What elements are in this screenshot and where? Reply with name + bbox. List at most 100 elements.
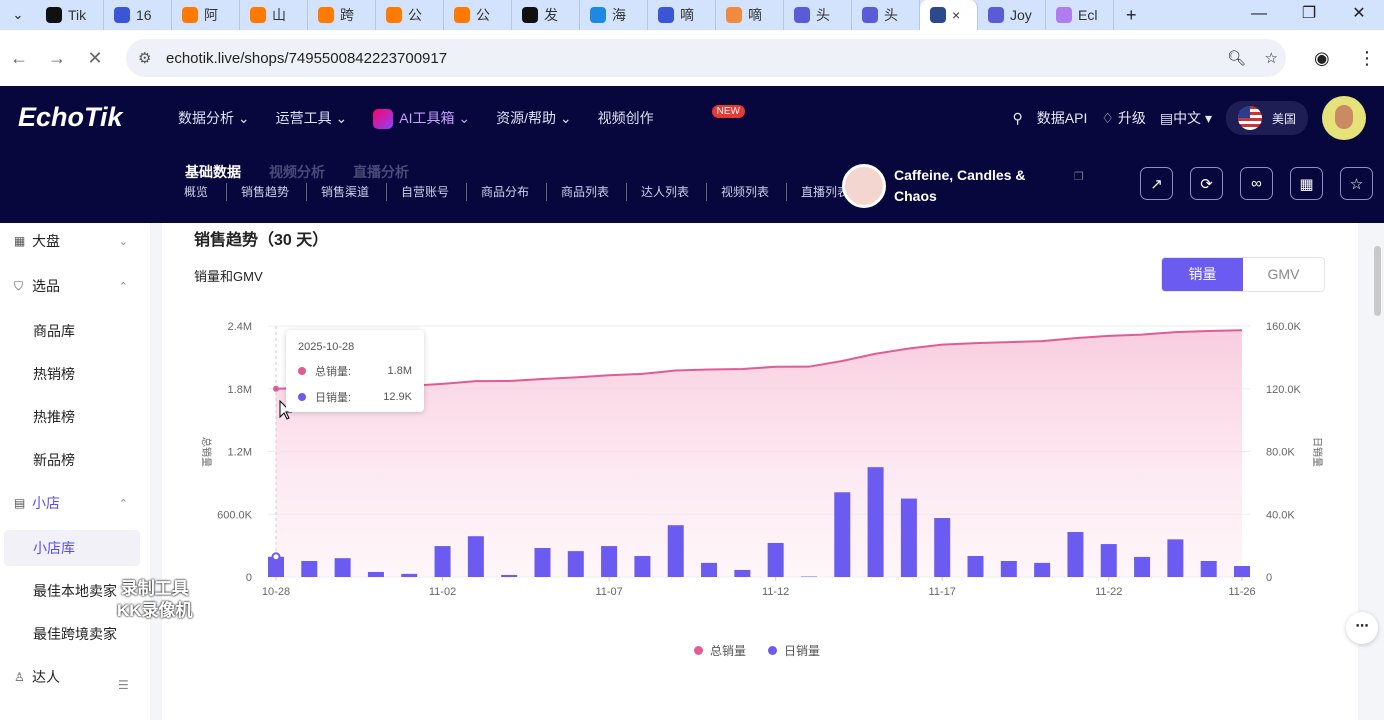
qr-code-icon[interactable]: ▦ <box>1290 167 1323 200</box>
mouse-cursor-icon <box>279 399 293 420</box>
url-input[interactable]: ⚙ echotik.live/shops/7495500842223700917 … <box>126 39 1286 77</box>
daily-sales-bar <box>334 558 351 577</box>
toggle-sales[interactable]: 销量 <box>1162 258 1243 291</box>
nav-data-analysis[interactable]: 数据分析 ⌄ <box>178 110 250 126</box>
browser-tab[interactable]: Ecl <box>1046 0 1114 30</box>
language-select[interactable]: ▤中文 ▾ <box>1159 110 1212 126</box>
echotik-logo[interactable]: EchoTik <box>18 102 123 132</box>
subnav-item[interactable]: 销售趋势 <box>226 183 306 201</box>
page-scrollbar[interactable] <box>1374 246 1381 316</box>
legend-total[interactable]: 总销量 <box>694 642 746 659</box>
minimize-icon[interactable]: — <box>1251 5 1267 22</box>
more-options-icon[interactable]: ⋯ <box>1346 612 1378 644</box>
favorite-star-icon[interactable]: ☆ <box>1340 167 1373 200</box>
tab-search-chevron-icon[interactable]: ⌄ <box>12 7 24 22</box>
subnav-item[interactable]: 销售渠道 <box>306 183 386 201</box>
y-right-tick-label: 120.0K <box>1266 384 1302 396</box>
daily-sales-point <box>271 552 281 562</box>
subnav-item[interactable]: 概览 <box>184 185 209 199</box>
nav-ai-toolbox[interactable]: AI工具箱 ⌄ <box>373 108 470 130</box>
browser-tab[interactable]: Joy <box>978 0 1046 30</box>
daily-sales-bar <box>701 562 718 577</box>
sidebar-item-label: 小店库 <box>33 540 75 556</box>
nav-video-creation[interactable]: 视频创作 NEW <box>598 105 745 129</box>
subnav-item[interactable]: 达人列表 <box>626 183 706 201</box>
x-tick-label: 10-28 <box>262 586 290 598</box>
sidebar-item[interactable]: 热推榜 <box>0 399 150 435</box>
legend-daily[interactable]: 日销量 <box>768 642 820 659</box>
new-badge: NEW <box>711 105 745 118</box>
browser-tab[interactable]: 发 <box>512 0 580 30</box>
browser-tab[interactable]: 公 <box>376 0 444 30</box>
nav-resources[interactable]: 资源/帮助 ⌄ <box>496 110 572 126</box>
forward-icon[interactable]: → <box>48 47 66 68</box>
sidebar-item[interactable]: ▤ 小店 ⌃ <box>0 485 150 521</box>
browser-tab[interactable]: 嘀 <box>648 0 716 30</box>
shop-info: Caffeine, Candles & Chaos <box>842 164 1044 208</box>
site-settings-icon[interactable]: ⚙ <box>138 50 152 67</box>
upgrade-link[interactable]: ♢ 升级 <box>1101 110 1146 126</box>
back-icon[interactable]: ← <box>10 47 28 68</box>
subnav-item[interactable]: 商品列表 <box>546 183 626 201</box>
sidebar-item[interactable]: 商品库 <box>0 313 150 349</box>
stop-loading-icon[interactable]: ✕ <box>87 47 103 68</box>
daily-sales-bar <box>1167 539 1184 577</box>
subnav-item[interactable]: 视频列表 <box>706 183 786 201</box>
browser-tab[interactable]: 16 <box>104 0 172 30</box>
zoom-icon[interactable]: 🔍︎ <box>1226 50 1246 67</box>
region-select[interactable]: 美国 <box>1225 101 1308 135</box>
browser-tab[interactable]: Tik <box>36 0 104 30</box>
new-tab-button[interactable]: + <box>1126 4 1137 25</box>
sidebar-item[interactable]: 新品榜 <box>0 442 150 478</box>
sidebar-item[interactable]: 最佳跨境卖家 <box>0 616 150 652</box>
total-sales-point <box>273 385 279 392</box>
subnav-item[interactable]: 自营账号 <box>386 183 466 201</box>
chevron-icon: ⌄ <box>118 235 128 248</box>
sidebar-item-label: 热销榜 <box>33 366 75 382</box>
avatar[interactable] <box>1322 96 1366 140</box>
tab-title: 公 <box>408 7 422 23</box>
profile-icon[interactable]: ◉ <box>1314 47 1330 68</box>
browser-menu-icon[interactable]: ⋮ <box>1358 47 1376 68</box>
subtab-live-analysis[interactable]: 直播分析 <box>353 164 409 180</box>
browser-tab[interactable]: 嘀 <box>716 0 784 30</box>
copy-icon[interactable]: ❐ <box>1074 171 1084 183</box>
subtab-video-analysis[interactable]: 视频分析 <box>269 164 325 180</box>
link-icon[interactable]: ∞ <box>1240 167 1273 200</box>
search-icon[interactable]: ⚲ <box>1012 109 1023 126</box>
subtab-basic-data[interactable]: 基础数据 <box>185 164 241 180</box>
data-api-link[interactable]: 数据API <box>1036 110 1088 126</box>
favicon-icon <box>46 7 62 23</box>
subnav-item[interactable]: 直播列表 <box>786 183 866 201</box>
browser-tab[interactable]: 阿 <box>172 0 240 30</box>
toggle-gmv[interactable]: GMV <box>1267 266 1300 282</box>
sidebar-item[interactable]: ♙ 达人 <box>0 659 150 695</box>
close-window-icon[interactable]: ✕ <box>1352 5 1366 22</box>
daily-sales-bar <box>734 569 751 577</box>
browser-tab[interactable]: 公 <box>444 0 512 30</box>
sidebar-item[interactable]: 最佳本地卖家 <box>0 573 150 609</box>
browser-tab[interactable]: × <box>920 0 978 30</box>
refresh-icon[interactable]: ⟳ <box>1190 167 1223 200</box>
shop-logo <box>842 164 886 208</box>
subnav-item[interactable]: 商品分布 <box>466 183 546 201</box>
nav-ops-tools[interactable]: 运营工具 ⌄ <box>275 110 348 126</box>
browser-tab[interactable]: 海 <box>580 0 648 30</box>
sidebar-item[interactable]: ▦ 大盘 ⌄ <box>0 223 150 259</box>
collapse-sidebar-icon[interactable]: ☰ <box>118 678 129 692</box>
chevron-icon: ⌃ <box>118 497 128 510</box>
bookmark-star-icon[interactable]: ☆ <box>1264 50 1278 67</box>
restore-icon[interactable]: ❐ <box>1301 5 1317 22</box>
favicon-icon <box>658 7 674 23</box>
open-external-icon[interactable]: ↗ <box>1140 167 1173 200</box>
browser-tab[interactable]: 头 <box>852 0 920 30</box>
sidebar-item[interactable]: ⛉ 选品 ⌃ <box>0 268 150 304</box>
sidebar-item[interactable]: 热销榜 <box>0 356 150 392</box>
browser-tab[interactable]: 跨 <box>308 0 376 30</box>
browser-tab[interactable]: 山 <box>240 0 308 30</box>
us-flag-icon <box>1237 106 1262 130</box>
x-tick-label: 11-26 <box>1228 586 1255 598</box>
browser-tab[interactable]: 头 <box>784 0 852 30</box>
sidebar-item[interactable]: 小店库 <box>4 530 140 566</box>
